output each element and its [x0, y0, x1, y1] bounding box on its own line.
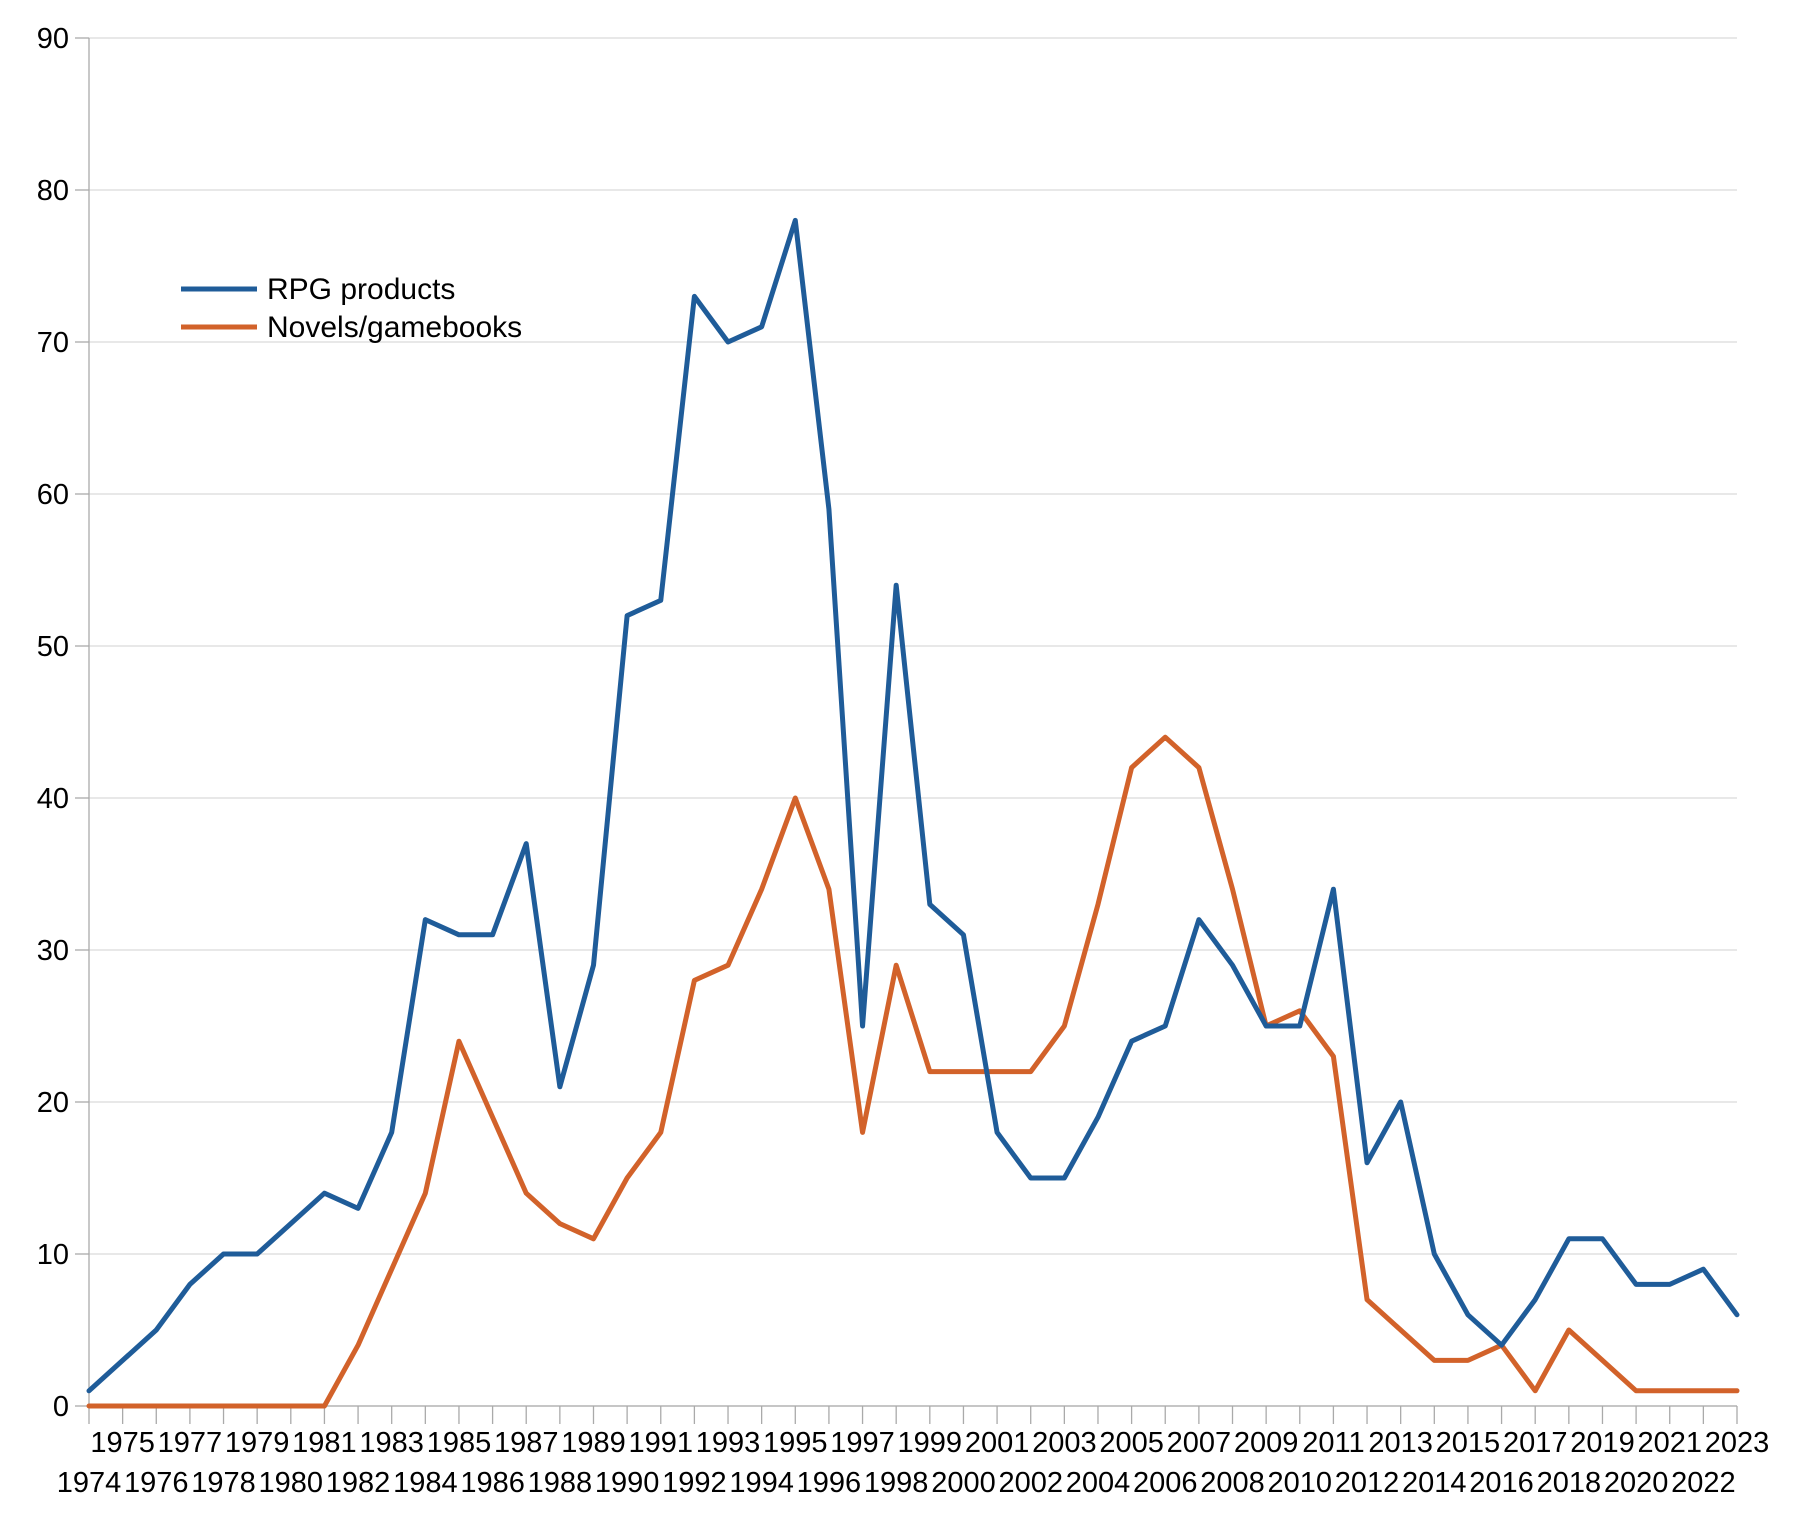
svg-text:2018: 2018	[1537, 1467, 1602, 1499]
svg-text:1995: 1995	[763, 1427, 828, 1459]
svg-text:30: 30	[37, 935, 69, 967]
svg-text:1979: 1979	[225, 1427, 290, 1459]
svg-text:2010: 2010	[1268, 1467, 1333, 1499]
svg-text:1988: 1988	[528, 1467, 593, 1499]
svg-text:0: 0	[53, 1391, 69, 1423]
svg-text:1974: 1974	[57, 1467, 122, 1499]
svg-text:1983: 1983	[359, 1427, 424, 1459]
svg-text:2005: 2005	[1099, 1427, 1164, 1459]
svg-text:2008: 2008	[1200, 1467, 1265, 1499]
svg-text:40: 40	[37, 783, 69, 815]
svg-text:1986: 1986	[460, 1467, 525, 1499]
svg-text:60: 60	[37, 479, 69, 511]
svg-text:Novels/gamebooks: Novels/gamebooks	[267, 311, 522, 344]
svg-text:RPG products: RPG products	[267, 273, 455, 306]
svg-text:2013: 2013	[1368, 1427, 1433, 1459]
svg-text:2006: 2006	[1133, 1467, 1198, 1499]
svg-text:2003: 2003	[1032, 1427, 1097, 1459]
svg-text:2023: 2023	[1705, 1427, 1770, 1459]
svg-text:1985: 1985	[427, 1427, 492, 1459]
svg-text:20: 20	[37, 1087, 69, 1119]
svg-text:2017: 2017	[1503, 1427, 1568, 1459]
svg-text:1997: 1997	[830, 1427, 895, 1459]
svg-text:1998: 1998	[864, 1467, 929, 1499]
svg-text:1991: 1991	[629, 1427, 694, 1459]
svg-text:2020: 2020	[1604, 1467, 1669, 1499]
svg-text:1975: 1975	[90, 1427, 155, 1459]
svg-text:2004: 2004	[1066, 1467, 1131, 1499]
svg-text:1989: 1989	[561, 1427, 626, 1459]
svg-text:1994: 1994	[729, 1467, 794, 1499]
svg-text:2007: 2007	[1167, 1427, 1232, 1459]
svg-text:50: 50	[37, 631, 69, 663]
svg-text:1976: 1976	[124, 1467, 189, 1499]
svg-text:80: 80	[37, 175, 69, 207]
svg-text:1978: 1978	[191, 1467, 256, 1499]
svg-text:2000: 2000	[931, 1467, 996, 1499]
svg-text:2015: 2015	[1436, 1427, 1501, 1459]
svg-text:1984: 1984	[393, 1467, 458, 1499]
svg-text:2012: 2012	[1335, 1467, 1400, 1499]
svg-text:1992: 1992	[662, 1467, 727, 1499]
svg-text:2019: 2019	[1570, 1427, 1635, 1459]
svg-text:10: 10	[37, 1239, 69, 1271]
svg-text:70: 70	[37, 327, 69, 359]
svg-text:1987: 1987	[494, 1427, 559, 1459]
svg-text:1999: 1999	[898, 1427, 963, 1459]
svg-text:1996: 1996	[797, 1467, 862, 1499]
svg-text:2011: 2011	[1302, 1427, 1364, 1459]
svg-text:2002: 2002	[998, 1467, 1063, 1499]
svg-text:2009: 2009	[1234, 1427, 1299, 1459]
svg-text:1980: 1980	[259, 1467, 324, 1499]
svg-text:1981: 1981	[292, 1427, 357, 1459]
svg-text:2014: 2014	[1402, 1467, 1467, 1499]
svg-text:2021: 2021	[1637, 1427, 1702, 1459]
svg-text:1993: 1993	[696, 1427, 761, 1459]
svg-text:1982: 1982	[326, 1467, 391, 1499]
svg-text:90: 90	[37, 23, 69, 55]
svg-text:2016: 2016	[1469, 1467, 1534, 1499]
svg-text:2022: 2022	[1671, 1467, 1736, 1499]
svg-text:1977: 1977	[158, 1427, 223, 1459]
svg-text:1990: 1990	[595, 1467, 660, 1499]
svg-text:2001: 2001	[965, 1427, 1030, 1459]
